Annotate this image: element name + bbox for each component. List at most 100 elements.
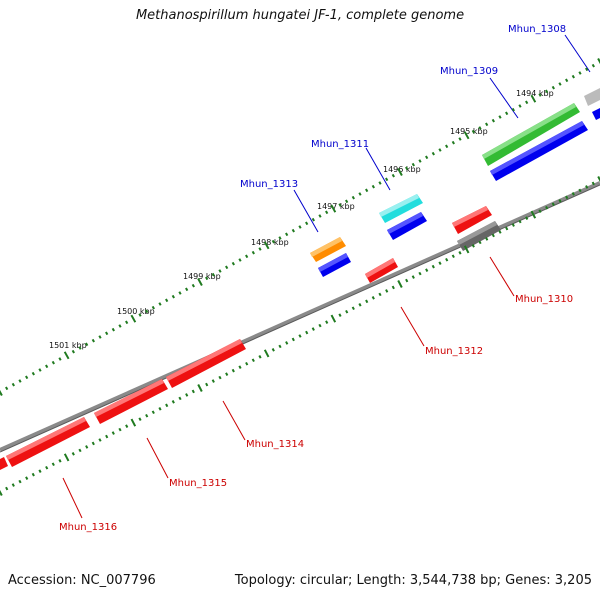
tick-minor <box>58 357 62 361</box>
gene-arrow-red[interactable] <box>452 206 492 234</box>
tick-minor <box>231 368 235 373</box>
tick-minor <box>578 71 582 75</box>
gene-label-mhun-1310[interactable]: Mhun_1310 <box>515 294 573 305</box>
tick-minor <box>445 144 449 149</box>
tick-minor <box>451 254 455 259</box>
gene-arrow-blue[interactable] <box>387 212 427 240</box>
tick-major <box>130 314 137 323</box>
tick-minor <box>505 226 509 231</box>
gene-label-mhun-1308[interactable]: Mhun_1308 <box>508 24 566 35</box>
tick-minor <box>31 472 35 477</box>
gene-arrow-mhun-1308[interactable] <box>584 88 600 120</box>
genome-backbone-shade <box>0 184 600 453</box>
tick-minor <box>565 195 569 200</box>
tick-minor <box>298 225 302 229</box>
gene-arrow-mhun-1309[interactable] <box>482 103 580 166</box>
gene-label-mhun-1315[interactable]: Mhun_1315 <box>169 478 227 489</box>
gene-arrow-mhun-1312[interactable] <box>365 258 398 283</box>
tick-minor <box>565 78 569 83</box>
tick-minor <box>358 192 362 196</box>
tick-minor <box>151 305 155 310</box>
tick-minor <box>71 349 75 354</box>
tick-minor <box>518 104 522 108</box>
tick-minor <box>11 483 15 487</box>
tick-minor <box>138 417 142 421</box>
tick-minor <box>311 327 315 331</box>
tick-minor <box>171 400 175 404</box>
tick-minor <box>238 258 242 262</box>
tick-minor <box>585 185 589 189</box>
tick-minor <box>5 486 9 491</box>
tick-minor <box>405 166 409 171</box>
tick-track-lower <box>0 176 600 496</box>
tick-minor <box>118 427 122 432</box>
tick-minor <box>11 382 15 387</box>
tick-minor <box>351 306 355 311</box>
tick-minor <box>178 291 182 295</box>
gene-arrow-blue[interactable] <box>490 121 588 181</box>
gene-arrow-mhun-1313[interactable] <box>310 237 346 262</box>
tick-major <box>463 131 470 140</box>
tick-minor <box>205 276 209 281</box>
tick-minor <box>98 438 102 442</box>
gene-label-mhun-1313[interactable]: Mhun_1313 <box>240 179 298 190</box>
tick-minor <box>351 195 355 200</box>
tick-minor <box>238 365 242 369</box>
tick-minor <box>338 203 342 207</box>
tick-minor <box>145 309 149 314</box>
gene-label-mhun-1316[interactable]: Mhun_1316 <box>59 522 117 533</box>
tick-minor <box>151 410 155 415</box>
gene-label-mhun-1314[interactable]: Mhun_1314 <box>246 439 304 450</box>
tick-minor <box>365 299 369 304</box>
gene-arrow-mhun-1315[interactable] <box>94 379 168 424</box>
tick-minor <box>291 337 295 342</box>
tick-minor <box>51 360 55 365</box>
tick-minor <box>185 287 189 292</box>
tick-minor <box>325 320 329 324</box>
leader-line-mhun-1313 <box>293 189 319 233</box>
tick-minor <box>491 233 495 238</box>
tick-minor <box>285 232 289 237</box>
tick-minor <box>178 396 182 401</box>
gene-arrow-mhun-1316[interactable] <box>6 417 90 467</box>
kbp-label: 1500 kbp <box>117 307 155 316</box>
tick-minor <box>558 199 562 203</box>
tick-minor <box>371 296 375 300</box>
tick-minor <box>498 115 502 119</box>
gene-label-mhun-1311[interactable]: Mhun_1311 <box>311 139 369 150</box>
map-title: Methanospirillum hungatei JF-1, complete… <box>135 8 465 23</box>
tick-minor <box>5 386 9 391</box>
gene-arrow-mhun-1311[interactable] <box>379 194 423 223</box>
leader-line-mhun-1309 <box>489 77 519 119</box>
tick-minor <box>25 375 29 380</box>
gene-label-mhun-1309[interactable]: Mhun_1309 <box>440 66 498 77</box>
gene-arrow-red[interactable] <box>0 457 8 470</box>
tick-minor <box>411 275 415 279</box>
tick-major <box>263 349 270 358</box>
gene-label-mhun-1312[interactable]: Mhun_1312 <box>425 346 483 357</box>
tick-minor <box>418 159 422 163</box>
tick-minor <box>551 85 555 90</box>
tick-minor <box>111 327 115 332</box>
tick-minor <box>51 462 55 467</box>
tick-minor <box>378 181 382 185</box>
tick-minor <box>485 237 489 241</box>
gene-arrow-mhun-1314[interactable] <box>166 339 246 388</box>
tick-minor <box>405 278 409 283</box>
kbp-label: 1494 kbp <box>516 89 554 98</box>
gene-arrow-blue[interactable] <box>318 253 351 277</box>
tick-minor <box>318 214 322 218</box>
tick-minor <box>165 298 169 303</box>
tick-minor <box>118 324 122 328</box>
tick-minor <box>498 230 502 234</box>
tick-minor <box>391 173 395 178</box>
tick-minor <box>45 465 49 470</box>
gene-arrow-mhun-1310[interactable] <box>457 221 501 251</box>
tick-minor <box>218 269 222 273</box>
tick-minor <box>105 331 109 336</box>
tick-minor <box>138 313 142 317</box>
tick-major <box>197 278 203 286</box>
tick-minor <box>385 289 389 293</box>
tick-minor <box>438 148 442 152</box>
